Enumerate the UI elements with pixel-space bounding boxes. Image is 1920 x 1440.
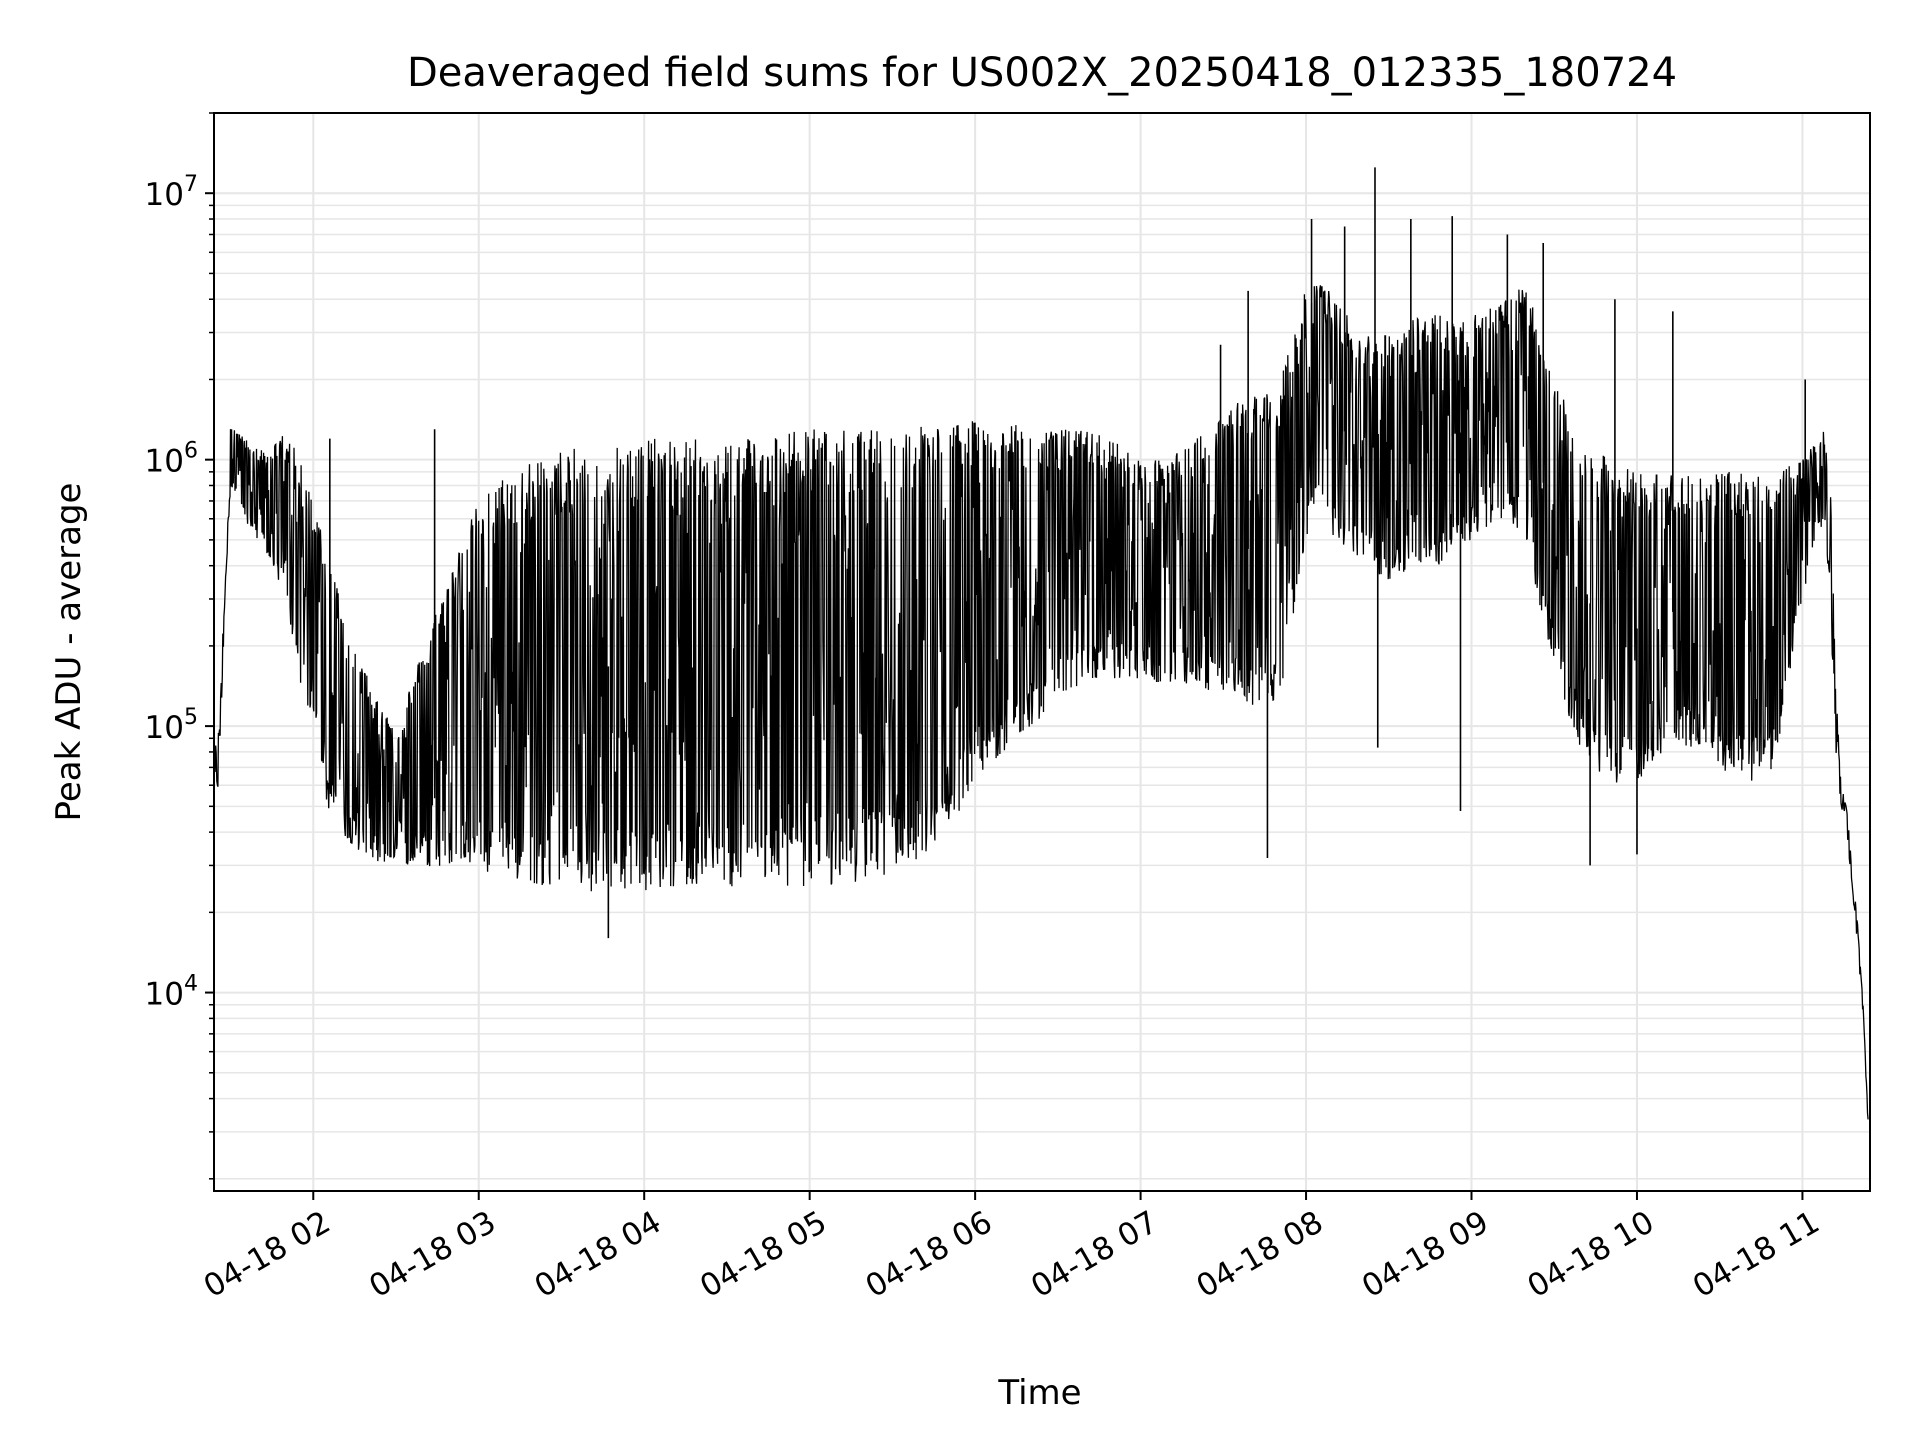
plot-frame xyxy=(213,112,1871,1192)
y-tick-label: 106 xyxy=(145,439,198,480)
x-axis-title: Time xyxy=(997,1373,1081,1413)
series-line xyxy=(213,285,1869,1120)
y-axis-title: Peak ADU - average xyxy=(49,483,89,822)
y-tick-label: 104 xyxy=(145,972,198,1013)
y-tick-label: 107 xyxy=(145,172,198,213)
y-tick-label: 105 xyxy=(145,705,198,746)
chart-title: Deaveraged field sums for US002X_2025041… xyxy=(407,50,1677,96)
data-series xyxy=(213,167,1869,1120)
